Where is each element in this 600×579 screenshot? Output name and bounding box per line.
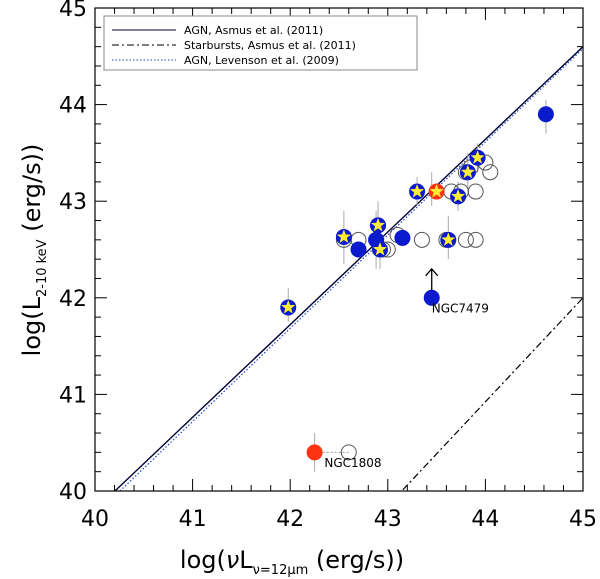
circle-open-point-15 <box>482 164 499 181</box>
x-tick-label-0: 40 <box>81 507 109 532</box>
circle-open-point-6 <box>413 231 430 248</box>
circle-blue-star-point-6 <box>450 188 467 205</box>
circle-blue-star-point-0 <box>280 299 297 316</box>
circle-open-point-17 <box>340 444 357 461</box>
y-tick-label-3: 43 <box>59 190 87 215</box>
x-tick-label-5: 45 <box>569 507 597 532</box>
circle-blue-star-point-4 <box>409 183 426 200</box>
y-tick-label-2: 42 <box>59 287 87 312</box>
circle-blue-star-point-3 <box>371 241 388 258</box>
circle-blue-point-2 <box>394 229 411 246</box>
circle-blue-star-point-5 <box>440 231 457 248</box>
circle-red-point-0 <box>306 444 323 461</box>
y-tick-label-5: 45 <box>59 0 87 22</box>
circle-blue-star-point-1-star-icon <box>336 229 352 244</box>
y-tick-label-4: 44 <box>59 94 87 119</box>
up-arrow-icon <box>425 267 439 291</box>
y-tick-label-0: 40 <box>59 480 87 505</box>
relation-line-0 <box>113 46 583 491</box>
circle-open-point-16 <box>457 231 474 248</box>
circle-blue-star-point-0-star-icon <box>281 299 296 314</box>
circle-blue-star-point-2 <box>370 217 387 234</box>
circle-blue-point-4 <box>537 106 554 123</box>
y-axis-title: log(L2-10 keV (erg/s)) <box>18 144 50 357</box>
limit-arrows <box>425 267 439 291</box>
x-tick-label-1: 41 <box>179 507 207 532</box>
data-points <box>280 106 554 461</box>
x-axis-title: log(νLν=12μm (erg/s)) <box>180 546 404 578</box>
circle-blue-point-3 <box>423 289 440 306</box>
circle-blue-star-point-8 <box>469 149 486 166</box>
plot-frame <box>94 7 584 492</box>
relation-line-1 <box>400 297 583 491</box>
circle-blue-star-point-3-star-icon <box>372 241 388 256</box>
legend: AGN, Asmus et al. (2011) Starbursts, Asmu… <box>103 15 418 71</box>
circle-blue-star-point-6-star-icon <box>450 188 466 203</box>
circle-blue-star-point-7-star-icon <box>460 164 475 179</box>
circle-blue-star-point-4-star-icon <box>409 184 425 198</box>
annotation-0: NGC7479 <box>432 301 489 315</box>
circle-blue-point-0 <box>350 241 367 258</box>
legend-label-2: AGN, Levenson et al. (2009) <box>184 54 339 67</box>
circle-blue-star-point-2-star-icon <box>370 217 386 232</box>
x-tick-label-3: 43 <box>374 507 402 532</box>
annotations: NGC7479 NGC1808 <box>324 301 489 470</box>
relation-lines <box>113 46 583 491</box>
x-tick-label-2: 42 <box>276 507 304 532</box>
y-tick-label-1: 41 <box>59 383 87 408</box>
legend-label-1: Starbursts, Asmus et al. (2011) <box>184 39 356 52</box>
legend-label-0: AGN, Asmus et al. (2011) <box>184 24 323 37</box>
circle-blue-star-point-7 <box>459 164 476 181</box>
axis-ticks: 40 41 42 43 44 45 40 41 42 43 44 45 <box>59 0 597 532</box>
annotation-1: NGC1808 <box>324 456 381 470</box>
circle-blue-star-point-8-star-icon <box>470 150 485 164</box>
circle-blue-star-point-5-star-icon <box>441 232 456 246</box>
circle-blue-star-point-1 <box>335 228 352 245</box>
circle-open-point-13 <box>467 183 484 200</box>
x-tick-label-4: 44 <box>471 507 499 532</box>
circle-red-star-point-0-star-icon <box>429 184 444 198</box>
relation-line-2 <box>119 48 583 491</box>
legend-box <box>103 15 418 71</box>
circle-red-star-point-0 <box>428 183 445 200</box>
error-bars <box>287 99 547 472</box>
circle-open-point-12 <box>467 231 484 248</box>
